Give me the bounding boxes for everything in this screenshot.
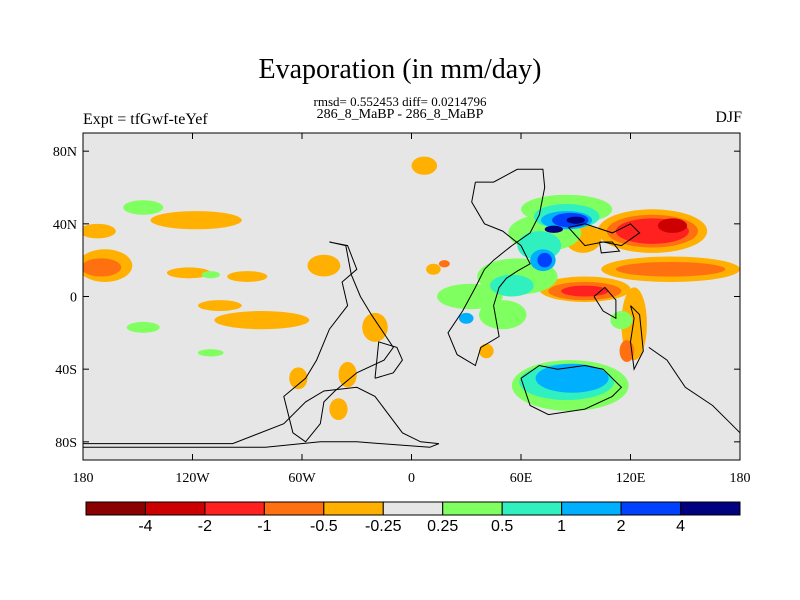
colorbar-swatch-2 [204,501,265,516]
colorbar-label-1: -2 [198,518,212,535]
contour-regions [83,156,740,421]
y-axis: 80N 40N 0 40S 80S [53,145,740,451]
stats-line: rmsd= 0.552453 diff= 0.0214796 [313,94,487,109]
colorbar-label-6: 0.5 [491,518,513,535]
colorbar-label-5: 0.25 [427,518,458,535]
contour-region-7 [307,254,341,277]
coastlines [83,168,740,448]
contour-region-5 [166,267,211,279]
contour-region-31 [123,200,164,215]
contour-region-52 [544,225,563,233]
contour-region-51 [566,216,585,224]
contour-region-14 [426,263,441,275]
contour-region-15 [438,260,450,268]
colorbar-label-2: -1 [257,518,271,535]
colorbar-swatch-6 [442,501,503,516]
contour-region-43 [489,274,534,297]
contour-region-16 [479,343,494,359]
contour-region-50 [537,252,553,268]
x-tick-label-3: 0 [408,471,415,486]
contour-region-8 [214,311,310,330]
contour-region-35 [610,311,633,330]
contour-region-29 [630,298,642,306]
coastline-7 [568,223,641,247]
colorbar-label-7: 1 [557,518,566,535]
colorbar-swatch-9 [620,501,682,516]
x-tick-label-4: 60E [510,471,533,486]
coastline-2 [447,168,546,367]
experiment-label: Expt = tfGwf-teYef [83,111,208,128]
contour-region-1 [150,211,242,230]
y-tick-label-1: 40N [53,218,77,233]
contour-region-33 [197,349,224,357]
y-tick-label-4: 80S [55,436,77,451]
x-tick-label-5: 120E [616,471,646,486]
x-axis: 180 120W 60W 0 60E 120E 180 [73,133,751,486]
coastline-9 [648,346,740,434]
period-line: 286_8_MaBP - 286_8_MaBP [316,107,484,122]
coastline-3 [374,341,403,379]
contour-region-48 [458,312,474,324]
colorbar-swatch-7 [501,501,563,516]
contour-region-32 [126,321,160,333]
coastline-0 [83,386,440,448]
contour-region-39 [479,300,527,330]
x-tick-label-6: 180 [730,471,751,486]
contour-region-28 [657,218,688,233]
contour-region-19 [615,261,726,277]
x-tick-label-0: 180 [73,471,94,486]
y-tick-label-2: 0 [70,291,77,306]
colorbar-swatch-5 [382,501,444,516]
x-tick-label-2: 60W [288,471,316,486]
contour-region-34 [201,271,220,279]
coastline-6 [629,305,644,371]
colorbar-label-9: 4 [676,518,685,535]
x-tick-label-1: 120W [175,471,210,486]
coastline-4 [520,364,623,416]
coastline-8 [599,241,621,254]
colorbar-label-8: 2 [617,518,626,535]
chart-title: Evaporation (in mm/day) [258,54,542,85]
colorbar-label-3: -0.5 [310,518,338,535]
y-tick-label-3: 40S [55,363,77,378]
coastline-5 [593,286,617,320]
contour-region-12 [338,361,357,388]
colorbar-swatch-10 [680,501,741,516]
season-label: DJF [715,109,742,126]
contour-region-0 [411,156,438,175]
colorbar: -4 -2 -1 -0.5 -0.25 0.25 0.5 1 2 4 [85,501,741,535]
colorbar-swatch-4 [323,501,384,516]
colorbar-swatch-1 [144,501,206,516]
contour-region-9 [197,300,242,312]
contour-region-10 [362,312,388,342]
colorbar-label-0: -4 [138,518,152,535]
contour-region-47 [535,363,609,393]
contour-region-2 [83,223,116,239]
contour-region-4 [83,258,122,277]
colorbar-swatch-8 [561,501,622,516]
colorbar-label-4: -0.25 [365,518,402,535]
contour-region-11 [289,367,308,390]
y-tick-label-0: 80N [53,145,77,160]
contour-region-6 [227,271,268,282]
contour-region-13 [329,398,348,421]
colorbar-swatch-3 [263,501,325,516]
colorbar-swatch-0 [85,501,146,516]
contour-region-22 [561,285,609,297]
coastline-1 [283,241,394,443]
